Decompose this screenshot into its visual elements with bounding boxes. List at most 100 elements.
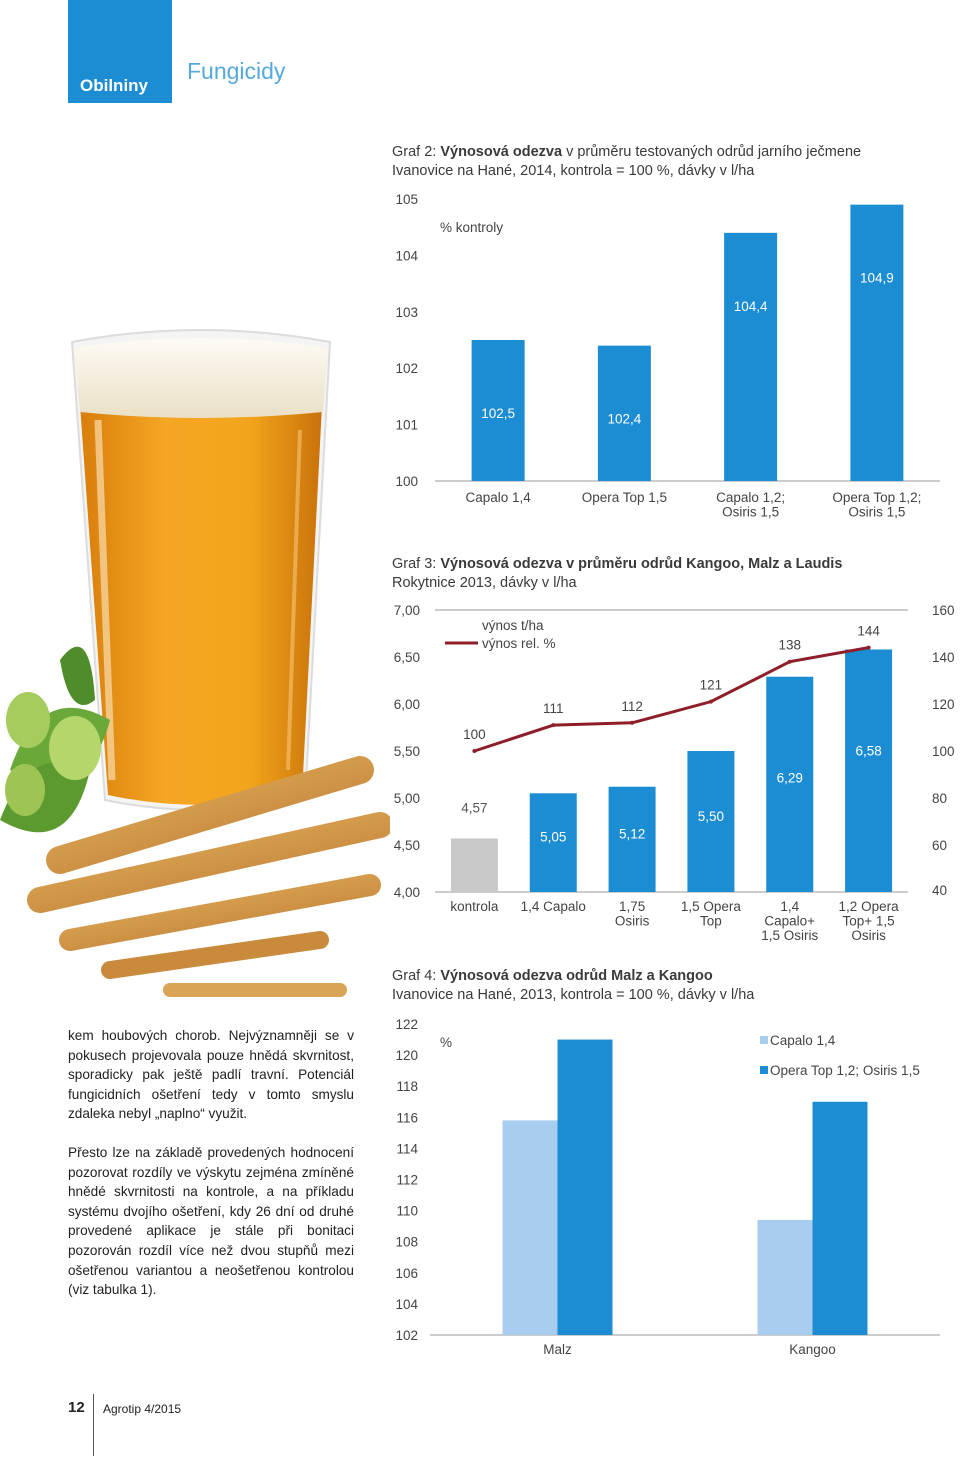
- chart4-bar: [557, 1039, 613, 1335]
- chart3-line-point: [708, 699, 713, 704]
- chart2-ytick-label: 102: [395, 361, 418, 376]
- chart4-category-label: Malz: [543, 1342, 572, 1357]
- chart3-category-label: 1,5 Opera Top: [681, 899, 742, 929]
- chart3-bar-value-label: 5,12: [619, 827, 645, 842]
- chart4-legend-swatch: [760, 1066, 768, 1074]
- chart3-line-point: [866, 645, 871, 650]
- chart4-legend-label: Capalo 1,4: [770, 1033, 836, 1048]
- footer-divider: [93, 1394, 94, 1456]
- chart3-ytick-left-label: 7,00: [394, 603, 420, 618]
- chart2-category-label: Opera Top 1,5: [582, 490, 667, 505]
- chart3-bar-value-label: 4,57: [461, 800, 487, 815]
- chart4-ytick-label: 106: [395, 1266, 418, 1281]
- chart2-category-label: Capalo 1,4: [465, 490, 531, 505]
- chart3-ytick-left-label: 4,50: [394, 838, 420, 853]
- chart2-ytick-label: 104: [395, 248, 418, 263]
- chart3-bar-value-label: 5,50: [698, 809, 724, 824]
- chart3-bar: [766, 676, 814, 892]
- chart4-bar: [812, 1101, 868, 1335]
- chart3-ytick-left-label: 4,00: [394, 885, 420, 900]
- chart2-bar: [471, 340, 525, 481]
- chart3-bar: [687, 751, 735, 892]
- body-paragraph-1: kem houbových chorob. Nejvýznamněji se v…: [68, 1028, 354, 1122]
- chart3-line-value-label: 112: [621, 699, 643, 714]
- chart4-subtitle: Ivanovice na Hané, 2013, kontrola = 100 …: [392, 987, 755, 1003]
- chart3-bar-value-label: 5,05: [540, 829, 566, 844]
- chart3-ytick-left-label: 6,50: [394, 650, 420, 665]
- chart3-line-value-label: 111: [543, 701, 564, 716]
- chart4-plot: 102 104 106 108 110 112 114 116 118 120 122% Malz Ka…: [395, 1017, 940, 1357]
- chart3-legend-label: výnos t/ha: [482, 618, 544, 633]
- chart2-title: Graf 2: Výnosová odezva v průměru testov…: [392, 144, 862, 160]
- chart2-value-label: 104,4: [734, 299, 768, 314]
- page-number: 12: [68, 1399, 85, 1416]
- chart3-legend-swatch-bar: [445, 620, 478, 634]
- chart4-ytick-label: 116: [396, 1110, 418, 1125]
- section-title: Fungicidy: [187, 58, 286, 84]
- chart2-ytick-label: 103: [395, 305, 418, 320]
- chart2-value-label: 102,4: [607, 412, 641, 427]
- chart4-ytick-label: 120: [395, 1048, 418, 1063]
- chart3-line-series: [473, 646, 869, 753]
- chart3-line-value-label: 138: [778, 638, 801, 653]
- chart2-value-label: 102,5: [481, 406, 515, 421]
- chart3-ytick-left-label: 5,50: [394, 744, 420, 759]
- chart3-line-point: [551, 723, 556, 728]
- beer-wheat-illustration: [0, 329, 390, 997]
- chart2-category-label: Capalo 1,2; Osiris 1,5: [716, 490, 785, 520]
- chart2-ytick-label: 105: [395, 192, 418, 207]
- chart3-ytick-right-label: 60: [932, 838, 947, 853]
- chart3-ytick-right-label: 160: [932, 603, 955, 618]
- chart3-plot: 4,00 4,50 5,00 5,50 6,00 6,50 7,00 40 60 80 100 120…: [394, 603, 955, 943]
- chart3-subtitle: Rokytnice 2013, dávky v l/ha: [392, 575, 577, 591]
- category-label: Obilniny: [80, 76, 148, 95]
- chart3-ytick-right-label: 80: [932, 791, 947, 806]
- chart4-ytick-label: 102: [395, 1328, 418, 1343]
- chart4-bar: [502, 1120, 558, 1335]
- chart3-ytick-left-label: 6,00: [394, 697, 420, 712]
- chart3-line-value-label: 144: [857, 624, 880, 639]
- body-paragraph-2: Přesto lze na základě provedených hodnoc…: [68, 1145, 354, 1298]
- chart3-legend-label: výnos rel. %: [482, 636, 556, 651]
- chart3-category-label: 1,4 Capalo+ 1,5 Osiris: [761, 899, 818, 943]
- chart3-category-label: 1,4 Capalo: [521, 899, 586, 914]
- chart2-bar: [597, 345, 651, 481]
- magazine-name: Agrotip 4/2015: [103, 1402, 182, 1416]
- chart2-plot: 100 101 102 103 104 105 % kontroly 102,5 Capalo …: [395, 192, 940, 520]
- chart4-legend-swatch: [760, 1036, 768, 1044]
- chart3-category-label: 1,2 Opera Top+ 1,5 Osiris: [839, 899, 900, 943]
- chart2-category-label: Opera Top 1,2; Osiris 1,5: [832, 490, 921, 520]
- chart3-ytick-right-label: 120: [932, 697, 955, 712]
- chart3-bar: [608, 786, 656, 892]
- chart4-ytick-label: 108: [395, 1235, 418, 1250]
- chart3-ytick-right-label: 40: [932, 883, 947, 898]
- chart3-category-label: kontrola: [450, 899, 499, 914]
- chart4-ytick-label: 110: [396, 1204, 418, 1219]
- chart3-bar-value-label: 6,58: [855, 743, 881, 758]
- chart3-bar: [450, 838, 498, 892]
- chart4-ytick-label: 122: [395, 1017, 418, 1032]
- chart3-category-label: 1,75 Osiris: [615, 899, 650, 929]
- chart3-line-point: [787, 659, 792, 664]
- chart2-y-axis-label: % kontroly: [440, 220, 503, 235]
- chart4-bar: [757, 1219, 813, 1335]
- chart3-bar-value-label: 6,29: [777, 771, 803, 786]
- chart3-ytick-right-label: 100: [932, 744, 955, 759]
- chart4-y-axis-label: %: [440, 1035, 452, 1050]
- chart4-ytick-label: 112: [396, 1173, 418, 1188]
- chart3-line-value-label: 121: [700, 678, 723, 693]
- category-box: [68, 0, 172, 103]
- chart4-ytick-label: 104: [395, 1297, 418, 1312]
- chart3-ytick-left-label: 5,00: [394, 791, 420, 806]
- chart4-category-label: Kangoo: [789, 1342, 836, 1357]
- chart3-title: Graf 3: Výnosová odezva v průměru odrůd …: [392, 556, 843, 572]
- chart3-line-value-label: 100: [463, 727, 486, 742]
- chart3-line-point: [472, 749, 477, 753]
- chart3-bar: [529, 793, 577, 892]
- chart3-bar: [845, 649, 893, 892]
- chart4-legend-label: Opera Top 1,2; Osiris 1,5: [770, 1063, 920, 1078]
- chart2-value-label: 104,9: [860, 271, 894, 286]
- chart3-line-point: [630, 720, 635, 725]
- chart4-ytick-label: 118: [396, 1079, 418, 1094]
- chart2-bar: [850, 204, 904, 481]
